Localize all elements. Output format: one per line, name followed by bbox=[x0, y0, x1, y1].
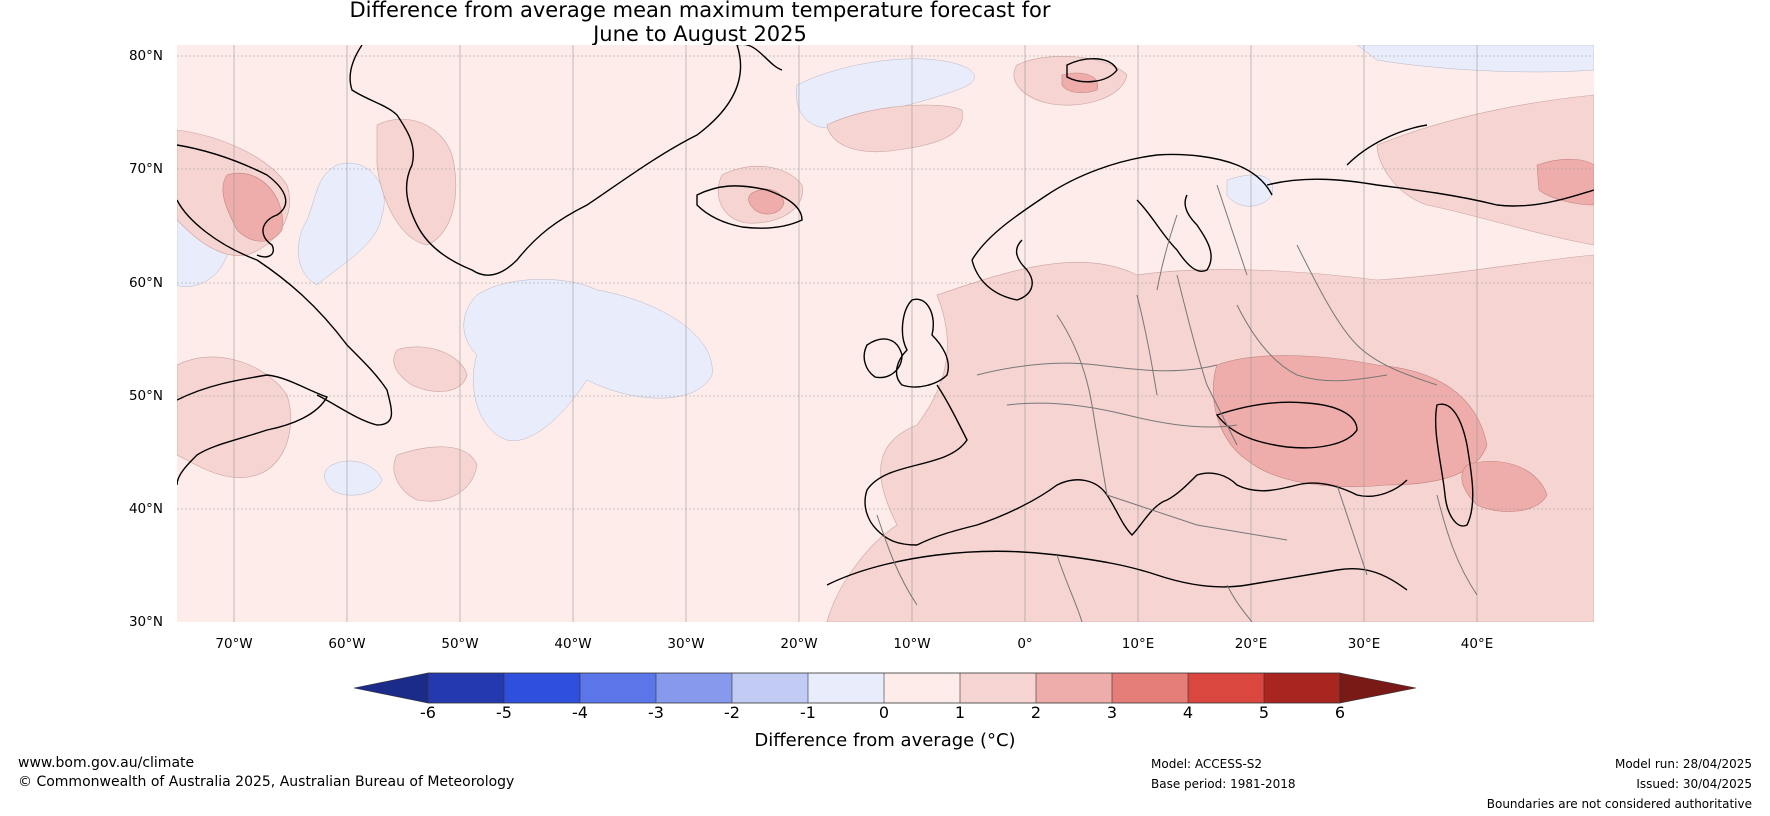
lon-tick-40w: 40°W bbox=[554, 636, 592, 652]
cbar-tick-1: 1 bbox=[954, 703, 966, 722]
lon-tick-20e: 20°E bbox=[1234, 636, 1268, 652]
cool-anomaly-atlantic bbox=[463, 279, 713, 441]
lat-tick-80n: 80°N bbox=[128, 48, 163, 64]
cool-anomaly-arctic bbox=[1356, 45, 1594, 73]
coast-baffin bbox=[177, 144, 287, 258]
lat-tick-50n: 50°N bbox=[128, 388, 163, 404]
cbar-tick-5: 5 bbox=[1258, 703, 1270, 722]
coast-greenland bbox=[349, 45, 742, 276]
coast-labrador bbox=[177, 199, 393, 426]
coast-novaya-zemlya bbox=[1346, 124, 1428, 166]
lon-tick-60w: 60°W bbox=[328, 636, 366, 652]
forecast-map bbox=[177, 45, 1594, 622]
warm2-anomaly-svalbard bbox=[1061, 72, 1099, 94]
lon-tick-20w: 20°W bbox=[780, 636, 818, 652]
colorbar-label: Difference from average (°C) bbox=[754, 730, 1016, 751]
coast-europe-west bbox=[864, 384, 968, 546]
warm-anomaly-atlantic-a bbox=[393, 346, 468, 392]
graticule bbox=[177, 45, 1594, 622]
cbar-tick-0: 0 bbox=[878, 703, 890, 722]
cbar-tick-3: 3 bbox=[1106, 703, 1118, 722]
warm-anomaly-europe bbox=[826, 254, 1594, 622]
coast-norway bbox=[971, 153, 1273, 261]
cbar-tick-4: 4 bbox=[1182, 703, 1194, 722]
lon-tick-30e: 30°E bbox=[1347, 636, 1381, 652]
map-svg bbox=[177, 45, 1594, 622]
coast-iceland bbox=[696, 185, 803, 229]
lon-tick-70w: 70°W bbox=[215, 636, 253, 652]
warm2-anomaly-greenland bbox=[222, 172, 283, 242]
lat-tick-40n: 40°N bbox=[128, 501, 163, 517]
colorbar-extend-high bbox=[1339, 672, 1417, 704]
colorbar bbox=[354, 672, 1417, 704]
colorbar-bin-2-3 bbox=[1036, 673, 1112, 703]
cool-anomaly-norway bbox=[1226, 174, 1274, 207]
cool-anomaly-labrador bbox=[298, 162, 385, 286]
colorbar-bin-4-5 bbox=[1188, 673, 1264, 703]
issued-date: Issued: 30/04/2025 bbox=[1636, 777, 1752, 791]
colorbar-bin-m2-m1 bbox=[732, 673, 808, 703]
cool-anomaly-greenland-sea bbox=[796, 58, 975, 129]
model-name: Model: ACCESS-S2 bbox=[1151, 757, 1263, 771]
warm2-anomaly-siberia bbox=[1536, 158, 1594, 206]
cbar-tick-m5: -5 bbox=[496, 703, 512, 722]
colorbar-bin-3-4 bbox=[1112, 673, 1188, 703]
coast-greenland-ne bbox=[737, 45, 783, 71]
coast-britain bbox=[895, 298, 949, 388]
lon-tick-50w: 50°W bbox=[441, 636, 479, 652]
title-line-1: Difference from average mean maximum tem… bbox=[349, 0, 1051, 22]
lat-tick-70n: 70°N bbox=[128, 161, 163, 177]
lon-tick-0: 0° bbox=[1017, 636, 1033, 652]
coast-svalbard bbox=[1066, 58, 1118, 83]
borders bbox=[876, 184, 1478, 622]
warm2-anomaly-iceland bbox=[748, 188, 785, 215]
base-period: Base period: 1981-2018 bbox=[1151, 777, 1296, 791]
model-run-date: Model run: 28/04/2025 bbox=[1614, 757, 1752, 771]
colorbar-bin-m4-m3 bbox=[580, 673, 656, 703]
cbar-tick-m2: -2 bbox=[724, 703, 740, 722]
coast-black-sea bbox=[1215, 401, 1358, 449]
cbar-tick-m4: -4 bbox=[572, 703, 588, 722]
coast-north-africa bbox=[826, 550, 1408, 591]
cbar-tick-m6: -6 bbox=[420, 703, 436, 722]
coast-russia-arctic bbox=[1266, 178, 1594, 207]
lon-tick-10e: 10°E bbox=[1121, 636, 1155, 652]
copyright-notice: © Commonwealth of Australia 2025, Austra… bbox=[18, 774, 515, 790]
coast-sweden-finland bbox=[1136, 194, 1212, 272]
warm2-anomaly-caspian bbox=[1461, 460, 1548, 512]
lon-tick-30w: 30°W bbox=[667, 636, 705, 652]
boundaries-disclaimer: Boundaries are not considered authoritat… bbox=[1486, 797, 1752, 811]
lon-tick-10w: 10°W bbox=[893, 636, 931, 652]
warm2-anomaly-eastern-europe bbox=[1212, 355, 1488, 488]
lat-tick-30n: 30°N bbox=[128, 614, 163, 630]
lat-tick-60n: 60°N bbox=[128, 275, 163, 291]
coast-scandinavia-south bbox=[971, 239, 1033, 301]
cool-anomaly-small bbox=[324, 460, 383, 496]
cbar-tick-2: 2 bbox=[1030, 703, 1042, 722]
coast-us-east bbox=[177, 374, 329, 486]
colorbar-bin-m3-m2 bbox=[656, 673, 732, 703]
warm-anomaly-atlantic-b bbox=[393, 446, 478, 502]
colorbar-bin-1-2 bbox=[960, 673, 1036, 703]
colorbar-bin-5-6 bbox=[1264, 673, 1340, 703]
title-line-2: June to August 2025 bbox=[593, 22, 807, 46]
warm-anomaly-greenland-east bbox=[376, 118, 457, 246]
coast-ireland bbox=[863, 338, 903, 379]
warm-anomaly-norwegian-sea bbox=[826, 104, 963, 153]
colorbar-bin-m1-0 bbox=[808, 673, 884, 703]
colorbar-extend-low bbox=[354, 672, 429, 704]
colorbar-bin-m6-m5 bbox=[428, 673, 504, 703]
coastlines bbox=[177, 45, 1594, 591]
coast-caspian bbox=[1434, 403, 1474, 527]
lon-tick-40e: 40°E bbox=[1460, 636, 1494, 652]
colorbar-bin-0-1 bbox=[884, 673, 960, 703]
cbar-tick-6: 6 bbox=[1334, 703, 1346, 722]
coast-mediterranean-north bbox=[916, 472, 1408, 546]
website-link[interactable]: www.bom.gov.au/climate bbox=[18, 755, 195, 771]
map-title: Difference from average mean maximum tem… bbox=[0, 0, 1400, 46]
colorbar-bin-m5-m4 bbox=[504, 673, 580, 703]
warm-anomaly-north-russia bbox=[1376, 94, 1594, 246]
cbar-tick-m1: -1 bbox=[800, 703, 816, 722]
cbar-tick-m3: -3 bbox=[648, 703, 664, 722]
